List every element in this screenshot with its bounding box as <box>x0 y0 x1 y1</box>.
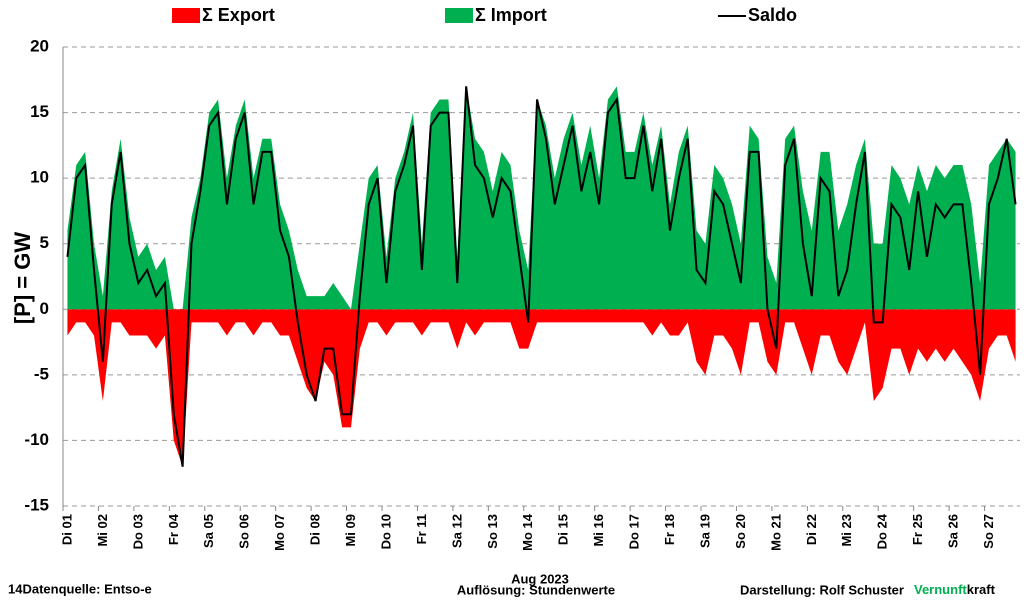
x-tick-label: So 06 <box>237 514 252 549</box>
brand-a: Vernunft <box>914 582 967 597</box>
footer-source: 14Datenquelle: Entso-e <box>8 581 152 596</box>
y-tick-label: -10 <box>24 430 49 449</box>
y-axis-label: [P] = GW <box>10 232 35 325</box>
x-tick-label: Mi 23 <box>839 514 854 547</box>
x-tick-label: Sa 26 <box>946 514 961 548</box>
y-tick-label: 10 <box>30 168 49 187</box>
x-tick-label: Fr 18 <box>662 514 677 545</box>
x-tick-label: Fr 04 <box>166 513 181 545</box>
y-tick-label: -15 <box>24 495 49 514</box>
legend-swatch <box>172 8 200 23</box>
x-tick-label: Di 08 <box>308 514 323 545</box>
footer-author: Darstellung: Rolf Schuster <box>740 582 904 597</box>
y-tick-label: -5 <box>34 364 49 383</box>
legend-swatch <box>445 8 473 23</box>
x-tick-label: Di 01 <box>59 514 74 545</box>
x-tick-label: So 27 <box>981 514 996 549</box>
x-tick-label: Do 10 <box>378 514 393 549</box>
x-tick-label: Mi 02 <box>95 514 110 547</box>
area <box>67 309 1016 467</box>
x-tick-label: Di 15 <box>556 514 571 545</box>
brand: Vernunftkraft <box>914 582 996 597</box>
x-tick-label: Fr 11 <box>414 514 429 544</box>
brand-b: kraft <box>967 582 996 597</box>
line <box>66 86 1017 467</box>
area <box>67 86 1016 310</box>
legend-label: Saldo <box>748 5 797 25</box>
x-tick-label: Do 03 <box>130 514 145 549</box>
x-axis-label: Aug 2023 <box>511 571 569 586</box>
x-tick-label: So 20 <box>733 514 748 549</box>
x-tick-label: Fr 25 <box>910 514 925 545</box>
x-tick-label: Do 24 <box>875 513 890 549</box>
x-tick-label: Di 22 <box>804 514 819 545</box>
x-tick-label: Sa 19 <box>697 514 712 548</box>
y-tick-label: 20 <box>30 36 49 55</box>
x-tick-label: Mo 21 <box>768 514 783 551</box>
x-tick-label: Do 17 <box>627 514 642 549</box>
x-tick-label: Mi 16 <box>591 514 606 547</box>
y-tick-label: 5 <box>40 233 49 252</box>
x-tick-label: Sa 05 <box>201 514 216 548</box>
legend-label: Σ Export <box>202 5 275 25</box>
x-tick-label: So 13 <box>485 514 500 549</box>
x-tick-label: Sa 12 <box>449 514 464 548</box>
legend-label: Σ Import <box>475 5 547 25</box>
x-tick-label: Mi 09 <box>343 514 358 547</box>
x-tick-label: Mo 07 <box>272 514 287 551</box>
y-tick-label: 0 <box>40 299 49 318</box>
x-tick-label: Mo 14 <box>520 513 535 551</box>
footer-resolution: Auflösung: Stundenwerte <box>457 582 615 597</box>
y-tick-label: 15 <box>30 102 49 121</box>
